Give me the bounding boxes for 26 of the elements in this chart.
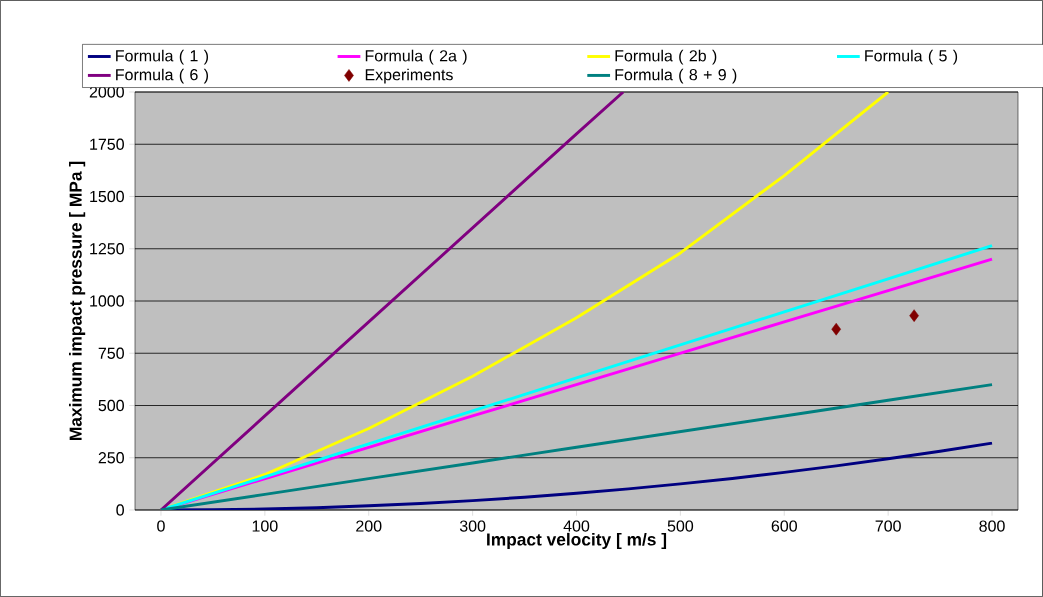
x-tick-label: 500 <box>667 520 694 532</box>
x-axis-title: Impact velocity [ m/s ] <box>487 532 667 550</box>
y-tick-label: 1250 <box>90 243 124 255</box>
x-tick-label: 700 <box>875 520 901 532</box>
y-tick-label: 1000 <box>90 295 124 307</box>
legend-label: Formula ( 5 ) <box>865 49 958 65</box>
x-tick-label: 800 <box>979 520 1005 532</box>
y-tick-label: 750 <box>98 347 124 359</box>
legend-label: Formula ( 6 ) <box>116 68 209 84</box>
x-tick-label: 100 <box>252 520 278 532</box>
y-tick-label: 500 <box>98 399 124 412</box>
legend-label: Formula ( 1 ) <box>116 49 209 65</box>
y-tick-label: 0 <box>116 504 124 516</box>
y-tick-label: 1750 <box>90 138 124 150</box>
legend-label: Formula ( 2b ) <box>615 49 717 65</box>
y-axis-title: Maximum impact pressure [ MPa ] <box>69 161 86 440</box>
legend-label: Formula ( 2a ) <box>365 49 467 65</box>
x-tick-label: 300 <box>459 520 486 532</box>
y-tick-label: 1500 <box>90 190 124 203</box>
x-tick-label: 200 <box>356 520 382 532</box>
y-tick-label: 250 <box>98 452 124 464</box>
legend-label: Experiments <box>365 68 453 84</box>
x-tick-label: 0 <box>157 520 165 532</box>
x-tick-label: 400 <box>563 520 590 532</box>
x-tick-label: 600 <box>771 520 797 532</box>
legend-label: Formula ( 8 + 9 ) <box>615 68 737 84</box>
